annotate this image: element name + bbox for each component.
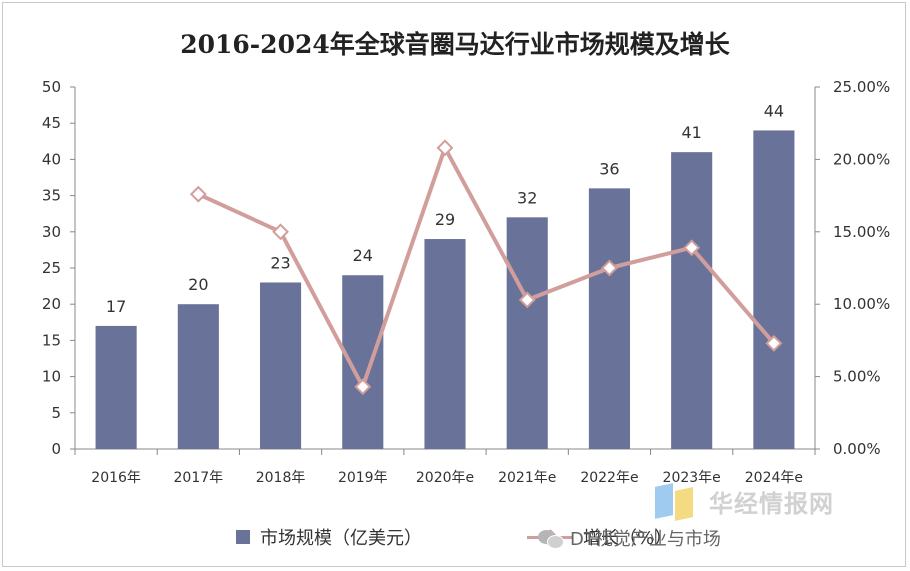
y-tick-label: 45 xyxy=(42,114,61,132)
watermark: 华经情报网 xyxy=(651,481,834,521)
legend-bar-label: 市场规模（亿美元） xyxy=(260,528,422,549)
y2-tick-label: 5.00% xyxy=(833,368,881,386)
y-tick-label: 5 xyxy=(51,404,61,422)
growth-point xyxy=(518,291,536,309)
chart-legend: 市场规模（亿美元） 增长（%） xyxy=(3,524,907,554)
y-tick-label: 0 xyxy=(51,440,61,458)
growth-point xyxy=(189,185,207,203)
y-tick-label: 15 xyxy=(42,331,61,349)
growth-point xyxy=(765,334,783,352)
x-tick-label: 2017年 xyxy=(174,470,224,486)
x-tick-label: 2024年e xyxy=(745,470,803,486)
bar xyxy=(753,130,795,449)
y2-tick-label: 10.00% xyxy=(833,295,890,313)
y2-tick-label: 0.00% xyxy=(833,440,881,458)
x-tick-label: 2023年e xyxy=(663,470,721,486)
wechat-label: DT视觉产业与市场 xyxy=(570,529,721,550)
legend-bar-swatch xyxy=(236,530,250,544)
x-tick-label: 2019年 xyxy=(338,470,388,486)
bar xyxy=(95,325,137,449)
x-tick-label: 2018年 xyxy=(256,470,306,486)
growth-line xyxy=(197,145,776,389)
watermark-brand: 华经情报网 xyxy=(709,489,834,518)
chart-title: 2016-2024年全球音圈马达行业市场规模及增长 xyxy=(180,30,730,59)
y-tick-label: 10 xyxy=(42,368,61,386)
legend-item-bar: 市场规模（亿美元） xyxy=(236,524,422,550)
bar-data-label: 36 xyxy=(599,159,619,178)
bar-data-label: 20 xyxy=(188,275,208,294)
y2-tick-label: 25.00% xyxy=(833,78,890,96)
y-tick-label: 25 xyxy=(42,259,61,277)
wechat-icon xyxy=(538,528,564,549)
wechat-watermark: DT视觉产业与市场 xyxy=(538,525,721,551)
y-tick-label: 40 xyxy=(42,150,61,168)
bar xyxy=(506,217,548,449)
x-tick-label: 2021年e xyxy=(498,470,556,486)
y-tick-label: 50 xyxy=(42,78,61,96)
bar-data-label: 29 xyxy=(435,210,455,229)
y-tick-label: 30 xyxy=(42,223,61,241)
legend-line-label: 增长（%） xyxy=(583,528,673,549)
y-tick-label: 20 xyxy=(42,295,61,313)
y2-tick-label: 15.00% xyxy=(833,223,890,241)
x-tick-label: 2020年e xyxy=(416,470,474,486)
growth-point xyxy=(272,223,289,241)
bar-data-label: 17 xyxy=(106,297,126,316)
bar xyxy=(260,282,302,449)
bar-data-label: 32 xyxy=(517,188,537,207)
growth-point xyxy=(436,139,454,157)
bar xyxy=(671,152,713,449)
bar-data-label: 41 xyxy=(681,123,701,142)
watermark-logo-icon xyxy=(651,481,703,521)
y-tick-label: 35 xyxy=(42,187,61,205)
bar-data-label: 23 xyxy=(270,253,290,272)
x-tick-label: 2016年 xyxy=(91,470,141,486)
growth-point xyxy=(683,239,701,257)
bar xyxy=(588,188,630,450)
bar-data-label: 24 xyxy=(353,246,373,265)
bar-data-label: 44 xyxy=(764,101,784,120)
x-tick-label: 2022年e xyxy=(580,470,638,486)
chart-svg: 0 5 10 15 20 25 30 35 40 45 50 0.00% 5.00% 10.00% 15.0… xyxy=(42,78,890,486)
bar xyxy=(177,304,219,449)
growth-point xyxy=(354,378,372,396)
growth-point xyxy=(601,259,618,277)
bar xyxy=(424,239,466,449)
y2-tick-label: 20.00% xyxy=(833,150,890,168)
